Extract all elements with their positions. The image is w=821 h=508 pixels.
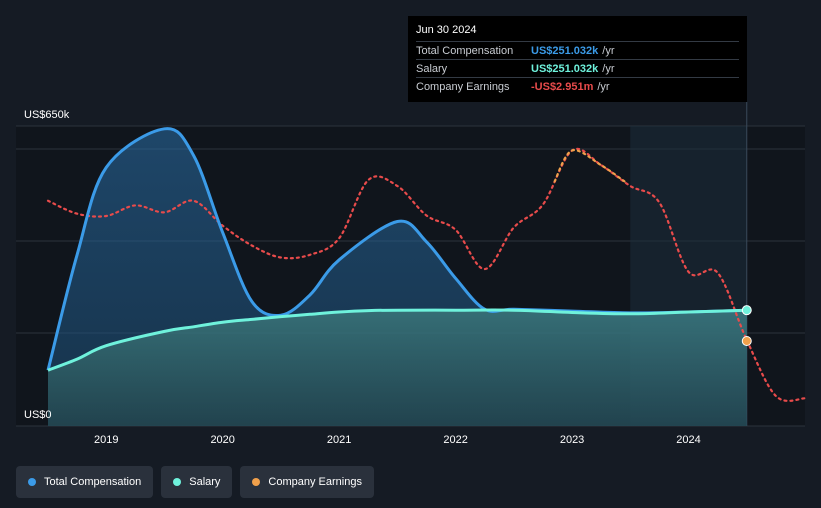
legend-item-salary[interactable]: Salary	[161, 466, 233, 498]
legend-label: Company Earnings	[268, 476, 362, 488]
tooltip: Jun 30 2024 Total Compensation US$251.03…	[408, 16, 747, 102]
tooltip-value: US$251.032k	[531, 62, 599, 75]
legend-dot-icon	[28, 478, 36, 486]
salary-line	[47, 308, 747, 372]
salary-marker	[741, 305, 752, 316]
tooltip-unit: /yr	[597, 80, 610, 93]
salary-area	[48, 310, 747, 426]
tooltip-row-salary: Salary US$251.032k /yr	[416, 59, 739, 77]
legend-item-company-earnings[interactable]: Company Earnings	[240, 466, 374, 498]
tooltip-value: -US$2.951m	[531, 80, 594, 93]
tooltip-unit: /yr	[602, 44, 615, 57]
company-earnings-marker	[741, 336, 752, 346]
tooltip-value: US$251.032k	[531, 44, 599, 57]
legend-label: Salary	[189, 476, 221, 488]
x-tick-label: 2022	[443, 434, 467, 446]
company-earnings-highlight-line	[553, 149, 626, 183]
x-tick-label: 2021	[327, 434, 351, 446]
legend-item-total-compensation[interactable]: Total Compensation	[16, 466, 154, 498]
series-markers	[741, 305, 752, 346]
tooltip-label: Total Compensation	[416, 44, 514, 57]
company-earnings-line	[46, 147, 807, 402]
tooltip-date: Jun 30 2024	[416, 24, 477, 36]
tooltip-row-company-earnings: Company Earnings -US$2.951m /yr	[416, 77, 739, 95]
x-tick-label: 2020	[210, 434, 234, 446]
series-lines	[46, 127, 807, 402]
x-tick-label: 2019	[94, 434, 118, 446]
legend-dot-icon	[173, 478, 182, 486]
tooltip-unit: /yr	[602, 62, 615, 75]
legend: Total Compensation Salary Company Earnin…	[16, 466, 374, 498]
y-axis-bottom-label: US$0	[24, 409, 52, 421]
x-tick-label: 2024	[676, 434, 700, 446]
legend-label: Total Compensation	[44, 476, 142, 488]
series-areas	[48, 128, 747, 426]
legend-dot-icon	[252, 478, 261, 486]
x-tick-label: 2023	[560, 434, 584, 446]
tooltip-label: Company Earnings	[416, 80, 510, 93]
tooltip-row-total-compensation: Total Compensation US$251.032k /yr	[416, 41, 739, 59]
tooltip-label: Salary	[416, 62, 448, 75]
x-axis: 2019 2020 2021 2022 2023 2024	[94, 434, 701, 446]
y-axis-top-label: US$650k	[24, 109, 70, 121]
